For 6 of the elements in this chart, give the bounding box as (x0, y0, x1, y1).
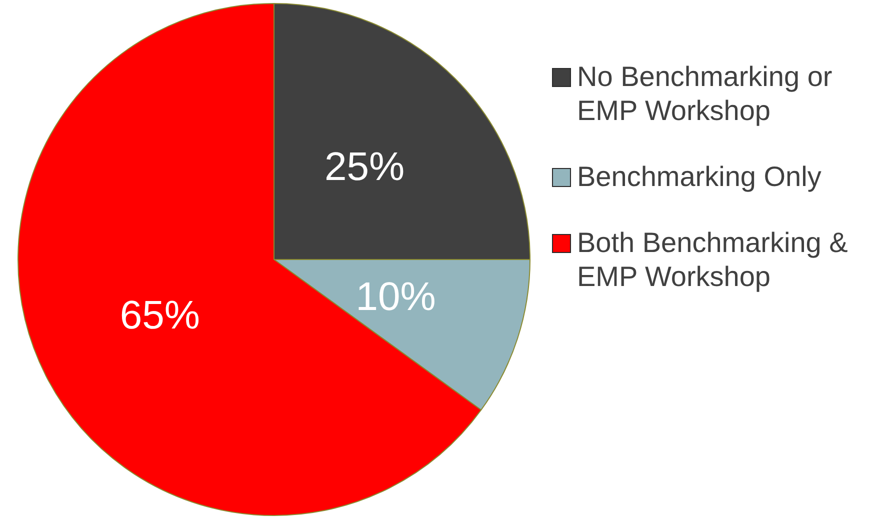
data-label: 25% (324, 145, 405, 190)
legend-label: Benchmarking Only (577, 160, 822, 194)
data-label: 10% (356, 275, 436, 320)
data-label: 65% (120, 294, 200, 338)
legend-label: Both Benchmarking & EMP Workshop (577, 226, 849, 294)
legend-label: No Benchmarking or EMP Workshop (577, 60, 834, 128)
